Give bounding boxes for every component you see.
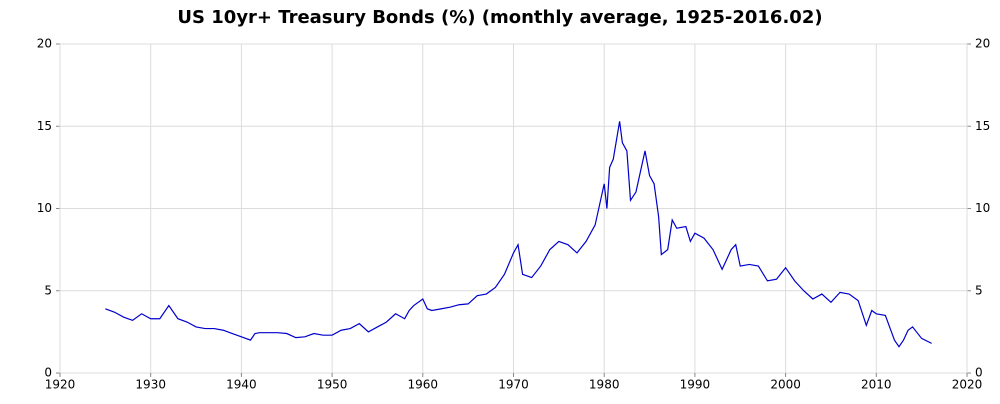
- line-series: [105, 121, 932, 348]
- y-tick-label-right: 20: [975, 37, 990, 51]
- x-tick-label: 1940: [226, 378, 257, 392]
- y-tick-label: 10: [37, 201, 52, 215]
- x-tick-label: 2010: [861, 378, 892, 392]
- y-tick-label: 5: [44, 283, 52, 297]
- x-tick-label: 1950: [317, 378, 348, 392]
- x-tick-label: 1920: [45, 378, 76, 392]
- x-tick-label: 2020: [952, 378, 983, 392]
- x-tick-label: 1960: [408, 378, 439, 392]
- y-tick-label: 20: [37, 37, 52, 51]
- chart-title: US 10yr+ Treasury Bonds (%) (monthly ave…: [177, 7, 822, 28]
- x-tick-label: 1990: [680, 378, 711, 392]
- y-tick-label-right: 0: [975, 366, 983, 380]
- x-tick-label: 1980: [589, 378, 620, 392]
- y-tick-label: 0: [44, 366, 52, 380]
- y-tick-label: 15: [37, 119, 52, 133]
- y-tick-label-right: 15: [975, 119, 990, 133]
- x-tick-label: 2000: [770, 378, 801, 392]
- y-tick-label-right: 5: [975, 283, 983, 297]
- x-tick-label: 1930: [135, 378, 166, 392]
- x-tick-label: 1970: [498, 378, 529, 392]
- y-tick-label-right: 10: [975, 201, 990, 215]
